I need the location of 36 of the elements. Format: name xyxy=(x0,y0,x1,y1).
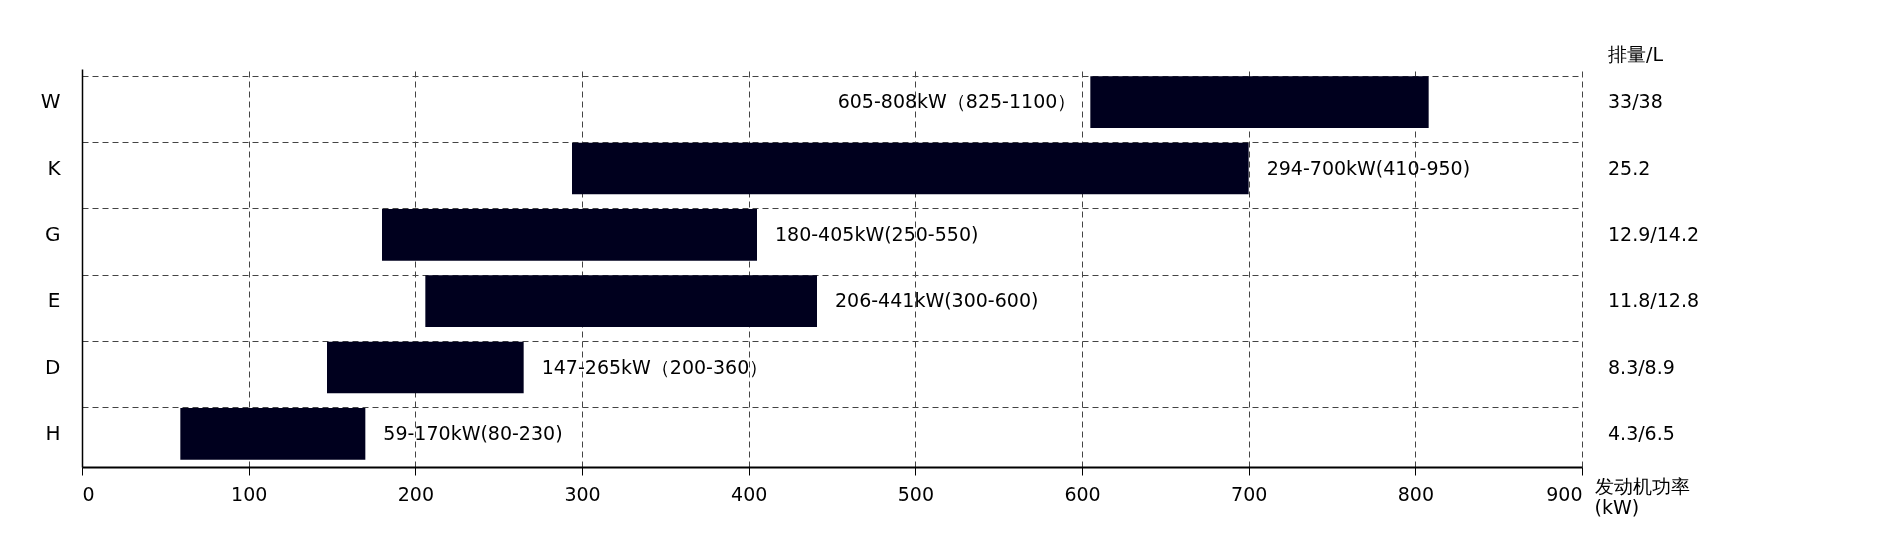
bar xyxy=(382,208,757,261)
text: 33/38 xyxy=(1608,90,1663,113)
y-tick-label: H xyxy=(45,420,61,445)
x-tick-label: 600 xyxy=(1064,482,1101,505)
x-tick-label: 900 xyxy=(1546,482,1583,505)
x-tick-label: 0 xyxy=(82,482,95,505)
text: 11.8/12.8 xyxy=(1608,289,1700,312)
data-label: 206-441kW(300-600) xyxy=(835,289,1039,312)
data-label: 180-405kW(250-550) xyxy=(775,222,979,245)
text: 8.3/8.9 xyxy=(1608,355,1675,378)
y-tick-label: G xyxy=(45,221,61,246)
y-tick-label: K xyxy=(47,155,62,180)
text: 12.9/14.2 xyxy=(1608,222,1700,245)
text: 25.2 xyxy=(1608,156,1651,179)
x-tick-label: 700 xyxy=(1231,482,1268,505)
text: 4.3/6.5 xyxy=(1608,421,1675,444)
x-tick-label: 400 xyxy=(731,482,768,505)
x-tick-label: 200 xyxy=(397,482,434,505)
y-tick-label: D xyxy=(45,354,61,379)
bar xyxy=(425,275,817,328)
y2-axis-title: 排量/L xyxy=(1608,43,1664,65)
x-tick-label: 300 xyxy=(564,482,601,505)
data-label: 294-700kW(410-950) xyxy=(1266,156,1471,179)
x-tick-label: 800 xyxy=(1397,482,1434,505)
y-tick-label: E xyxy=(47,288,61,313)
x-axis-title: 发动机功率 (kW) xyxy=(1594,474,1690,518)
data-label: 59-170kW(80-230) xyxy=(383,421,563,444)
x-tick-label: 500 xyxy=(897,482,934,505)
data-label: 147-265kW（200-360） xyxy=(541,355,769,378)
x-tick-label: 100 xyxy=(231,482,268,505)
bar xyxy=(1090,76,1429,129)
bar xyxy=(572,142,1249,195)
bar xyxy=(327,341,524,394)
bar xyxy=(180,407,366,460)
data-label: 605-808kW（825-1100） xyxy=(837,90,1077,113)
y-tick-label: W xyxy=(40,89,61,114)
